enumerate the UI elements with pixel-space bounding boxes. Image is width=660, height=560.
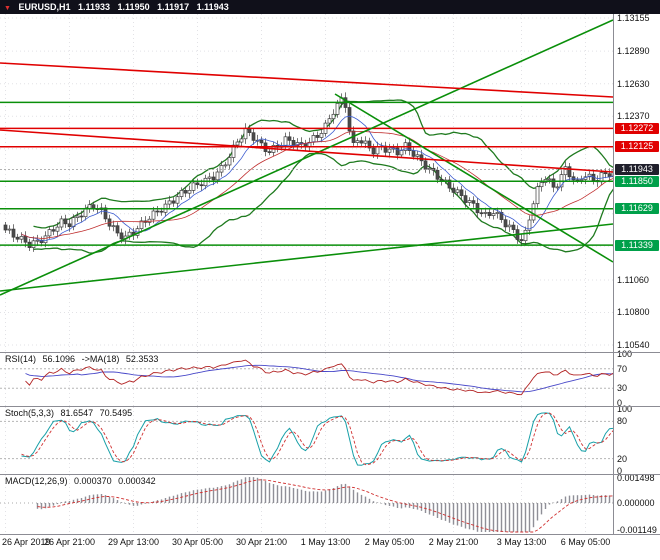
price-axis-label: 1.12630 <box>617 78 650 89</box>
macd-chart-canvas[interactable] <box>0 475 613 534</box>
panel-resize-separator[interactable] <box>0 406 660 407</box>
rsi-axis-label: 30 <box>617 383 628 394</box>
symbol-label: EURUSD,H1 <box>18 2 71 12</box>
macd-axis-label: 0.001498 <box>617 473 655 483</box>
resistance-level-tag: 1.12272 <box>615 122 659 134</box>
time-axis-label: 3 May 13:00 <box>496 537 547 547</box>
time-axis-label: 30 Apr 05:00 <box>171 537 224 547</box>
main-price-chart-canvas[interactable] <box>0 14 613 352</box>
support-level-tag: 1.11339 <box>615 239 659 251</box>
stoch-value-k: 81.6547 <box>60 408 94 418</box>
time-axis-label: 1 May 13:00 <box>300 537 351 547</box>
rsi-ma-label: ->MA(18) <box>81 354 120 364</box>
low-value: 1.11917 <box>157 2 190 12</box>
high-value: 1.11950 <box>117 2 150 12</box>
time-axis-label: 29 Apr 13:00 <box>107 537 160 547</box>
support-level-tag: 1.11850 <box>615 175 659 187</box>
rsi-chart-canvas[interactable] <box>0 353 613 406</box>
time-axis-label: 2 May 21:00 <box>428 537 479 547</box>
price-axis-label: 1.10800 <box>617 307 650 318</box>
panel-resize-separator[interactable] <box>0 352 660 353</box>
price-axis-label: 1.13155 <box>617 13 650 24</box>
price-axis-label: 1.11060 <box>617 274 649 285</box>
macd-axis-label: 0.000000 <box>617 498 655 508</box>
stoch-axis-label: 80 <box>617 416 628 427</box>
rsi-value: 56.1096 <box>42 354 76 364</box>
macd-value: 0.000370 <box>74 476 112 486</box>
time-axis-label: 26 Apr 21:00 <box>43 537 96 547</box>
stochastic-header: Stoch(5,3,3) 81.6547 70.5495 <box>5 408 136 418</box>
rsi-panel[interactable]: RSI(14) 56.1096 ->MA(18) 52.3533 <box>0 353 613 406</box>
chart-title-bar: ▼ EURUSD,H1 1.11933 1.11950 1.11917 1.11… <box>0 0 660 14</box>
time-axis-label: 26 Apr 2019 <box>2 537 51 547</box>
price-axis-label: 1.12890 <box>617 46 650 57</box>
panel-resize-separator[interactable] <box>0 474 660 475</box>
current-price-tag: 1.11943 <box>615 164 659 176</box>
time-axis-label: 6 May 05:00 <box>560 537 611 547</box>
price-axis-label: 1.12370 <box>617 111 650 122</box>
stoch-label: Stoch(5,3,3) <box>5 408 55 418</box>
time-axis-label: 2 May 05:00 <box>364 537 415 547</box>
macd-label: MACD(12,26,9) <box>5 476 68 486</box>
stoch-value-d: 70.5495 <box>99 408 133 418</box>
stochastic-chart-canvas[interactable] <box>0 407 613 474</box>
stochastic-panel[interactable]: Stoch(5,3,3) 81.6547 70.5495 <box>0 407 613 474</box>
rsi-axis-label: 70 <box>617 363 628 374</box>
time-axis-label: 30 Apr 21:00 <box>235 537 288 547</box>
close-value: 1.11943 <box>196 2 229 12</box>
resistance-level-tag: 1.12125 <box>615 141 659 153</box>
macd-panel[interactable]: MACD(12,26,9) 0.000370 0.000342 <box>0 475 613 534</box>
main-price-panel[interactable] <box>0 14 613 352</box>
price-axis[interactable]: 1.13155 1.12890 1.12630 1.12370 1.11060 1.108… <box>613 13 660 535</box>
stoch-axis-label: 0 <box>617 466 623 476</box>
rsi-label: RSI(14) <box>5 354 37 364</box>
price-axis-label: 1.10540 <box>617 339 650 350</box>
stoch-axis-label: 20 <box>617 453 628 464</box>
time-axis[interactable]: 26 Apr 2019 26 Apr 21:00 29 Apr 13:00 30 Ap… <box>0 537 613 549</box>
macd-header: MACD(12,26,9) 0.000370 0.000342 <box>5 476 160 486</box>
panel-resize-separator[interactable] <box>0 534 660 535</box>
rsi-axis-label: 100 <box>617 349 633 359</box>
macd-signal-value: 0.000342 <box>118 476 156 486</box>
open-value: 1.11933 <box>77 2 111 12</box>
symbol-marker-icon[interactable]: ▼ <box>4 5 11 12</box>
rsi-header: RSI(14) 56.1096 ->MA(18) 52.3533 <box>5 354 162 364</box>
stoch-axis-label: 100 <box>617 404 633 414</box>
support-level-tag: 1.11629 <box>615 203 659 215</box>
rsi-ma-value: 52.3533 <box>125 354 159 364</box>
macd-axis-label: -0.001149 <box>617 525 657 535</box>
rsi-axis-label: 0 <box>617 398 623 408</box>
